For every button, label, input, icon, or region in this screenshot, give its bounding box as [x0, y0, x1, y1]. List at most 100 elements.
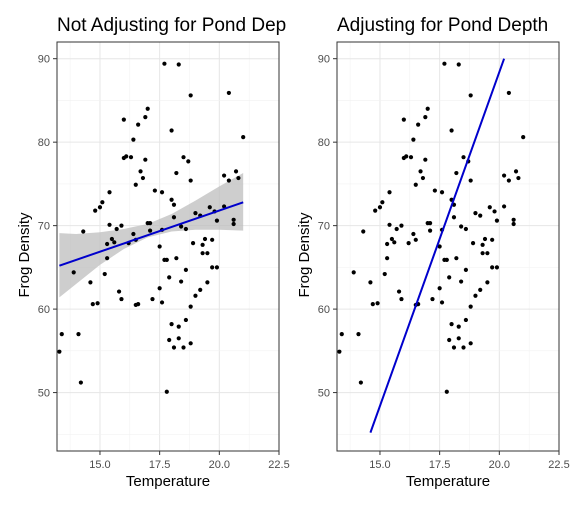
- data-point: [88, 280, 93, 285]
- data-point: [202, 236, 208, 242]
- y-tick-label: 50: [318, 388, 330, 400]
- data-point: [231, 217, 236, 222]
- data-point: [423, 157, 428, 162]
- x-tick-labels: 15.0 17.5 20.0 22.5: [89, 451, 290, 471]
- data-point: [494, 218, 500, 223]
- x-tick-label: 17.5: [429, 459, 450, 471]
- data-point: [176, 62, 181, 67]
- data-point: [356, 332, 361, 337]
- y-axis-label: Frog Density: [296, 212, 313, 298]
- data-point: [373, 208, 378, 213]
- y-tick-label: 80: [38, 137, 50, 149]
- data-point: [181, 155, 186, 160]
- data-point: [408, 155, 414, 160]
- data-point: [399, 223, 404, 228]
- data-point: [169, 128, 174, 133]
- x-tick-label: 22.5: [268, 459, 289, 471]
- data-point: [97, 205, 103, 210]
- data-point: [131, 137, 136, 142]
- data-point: [133, 182, 138, 187]
- data-point: [119, 223, 124, 228]
- data-point: [81, 229, 86, 234]
- data-point: [138, 169, 143, 174]
- data-point: [107, 222, 112, 227]
- data-point: [147, 221, 153, 226]
- data-point: [377, 205, 383, 210]
- data-point: [501, 204, 507, 209]
- data-point: [339, 332, 344, 337]
- y-tick-label: 70: [38, 221, 50, 233]
- data-point: [420, 175, 426, 181]
- x-tick-label: 15.0: [89, 459, 110, 471]
- data-point: [143, 157, 148, 162]
- data-point: [506, 90, 511, 96]
- data-point: [78, 380, 83, 385]
- data-point: [413, 182, 418, 187]
- data-point: [387, 222, 392, 227]
- data-point: [121, 117, 126, 122]
- data-point: [439, 190, 445, 195]
- data-point: [221, 173, 227, 178]
- data-point: [456, 336, 461, 341]
- data-point: [480, 251, 485, 256]
- data-point: [459, 224, 464, 229]
- x-tick-label: 17.5: [149, 459, 170, 471]
- data-point: [468, 341, 473, 346]
- panel-not-adjusting: Not Adjusting for Pond Dep Temperature F…: [16, 15, 290, 490]
- data-point: [473, 211, 478, 216]
- data-point: [382, 271, 387, 277]
- data-point: [375, 301, 380, 306]
- data-point: [150, 296, 155, 302]
- data-point: [485, 251, 490, 256]
- data-point: [456, 62, 461, 67]
- data-point: [162, 61, 167, 66]
- data-point: [176, 324, 181, 329]
- data-point: [147, 228, 153, 233]
- data-point: [361, 229, 366, 234]
- data-point: [437, 244, 442, 249]
- data-point: [152, 188, 157, 193]
- data-point: [380, 200, 385, 205]
- y-tick-label: 60: [318, 304, 330, 316]
- x-tick-label: 20.0: [489, 459, 510, 471]
- data-point: [480, 242, 485, 247]
- data-point: [107, 190, 112, 195]
- data-point: [214, 265, 220, 270]
- data-point: [136, 122, 141, 127]
- data-point: [396, 289, 402, 294]
- data-point: [468, 93, 473, 98]
- data-point: [427, 221, 433, 226]
- data-point: [181, 345, 186, 350]
- data-point: [128, 155, 134, 160]
- data-point: [233, 169, 239, 174]
- data-point: [358, 380, 363, 385]
- data-point: [447, 275, 452, 280]
- data-point: [418, 169, 423, 174]
- y-tick-labels: 50 60 70 80 90: [38, 54, 57, 400]
- data-point: [231, 221, 236, 227]
- data-point: [511, 217, 516, 222]
- panel-adjusting: Adjusting for Pond Depth Temperature Fro…: [296, 15, 570, 490]
- x-axis-label: Temperature: [126, 473, 210, 490]
- data-point: [461, 345, 466, 350]
- data-point: [159, 300, 165, 305]
- fit-line: [59, 201, 244, 267]
- data-point: [112, 240, 117, 245]
- data-point: [468, 304, 473, 309]
- data-point: [143, 115, 148, 120]
- data-point: [183, 226, 189, 232]
- y-tick-label: 90: [38, 54, 50, 66]
- x-tick-label: 15.0: [369, 459, 390, 471]
- data-point: [437, 286, 442, 291]
- data-points: [337, 61, 526, 394]
- data-point: [100, 200, 105, 205]
- data-point: [159, 190, 165, 195]
- data-point: [188, 93, 193, 98]
- data-point: [193, 211, 198, 216]
- data-point: [413, 237, 418, 242]
- data-point: [470, 241, 476, 246]
- data-point: [444, 389, 449, 394]
- y-tick-labels: 50 60 70 80 90: [318, 54, 337, 400]
- data-point: [188, 178, 193, 183]
